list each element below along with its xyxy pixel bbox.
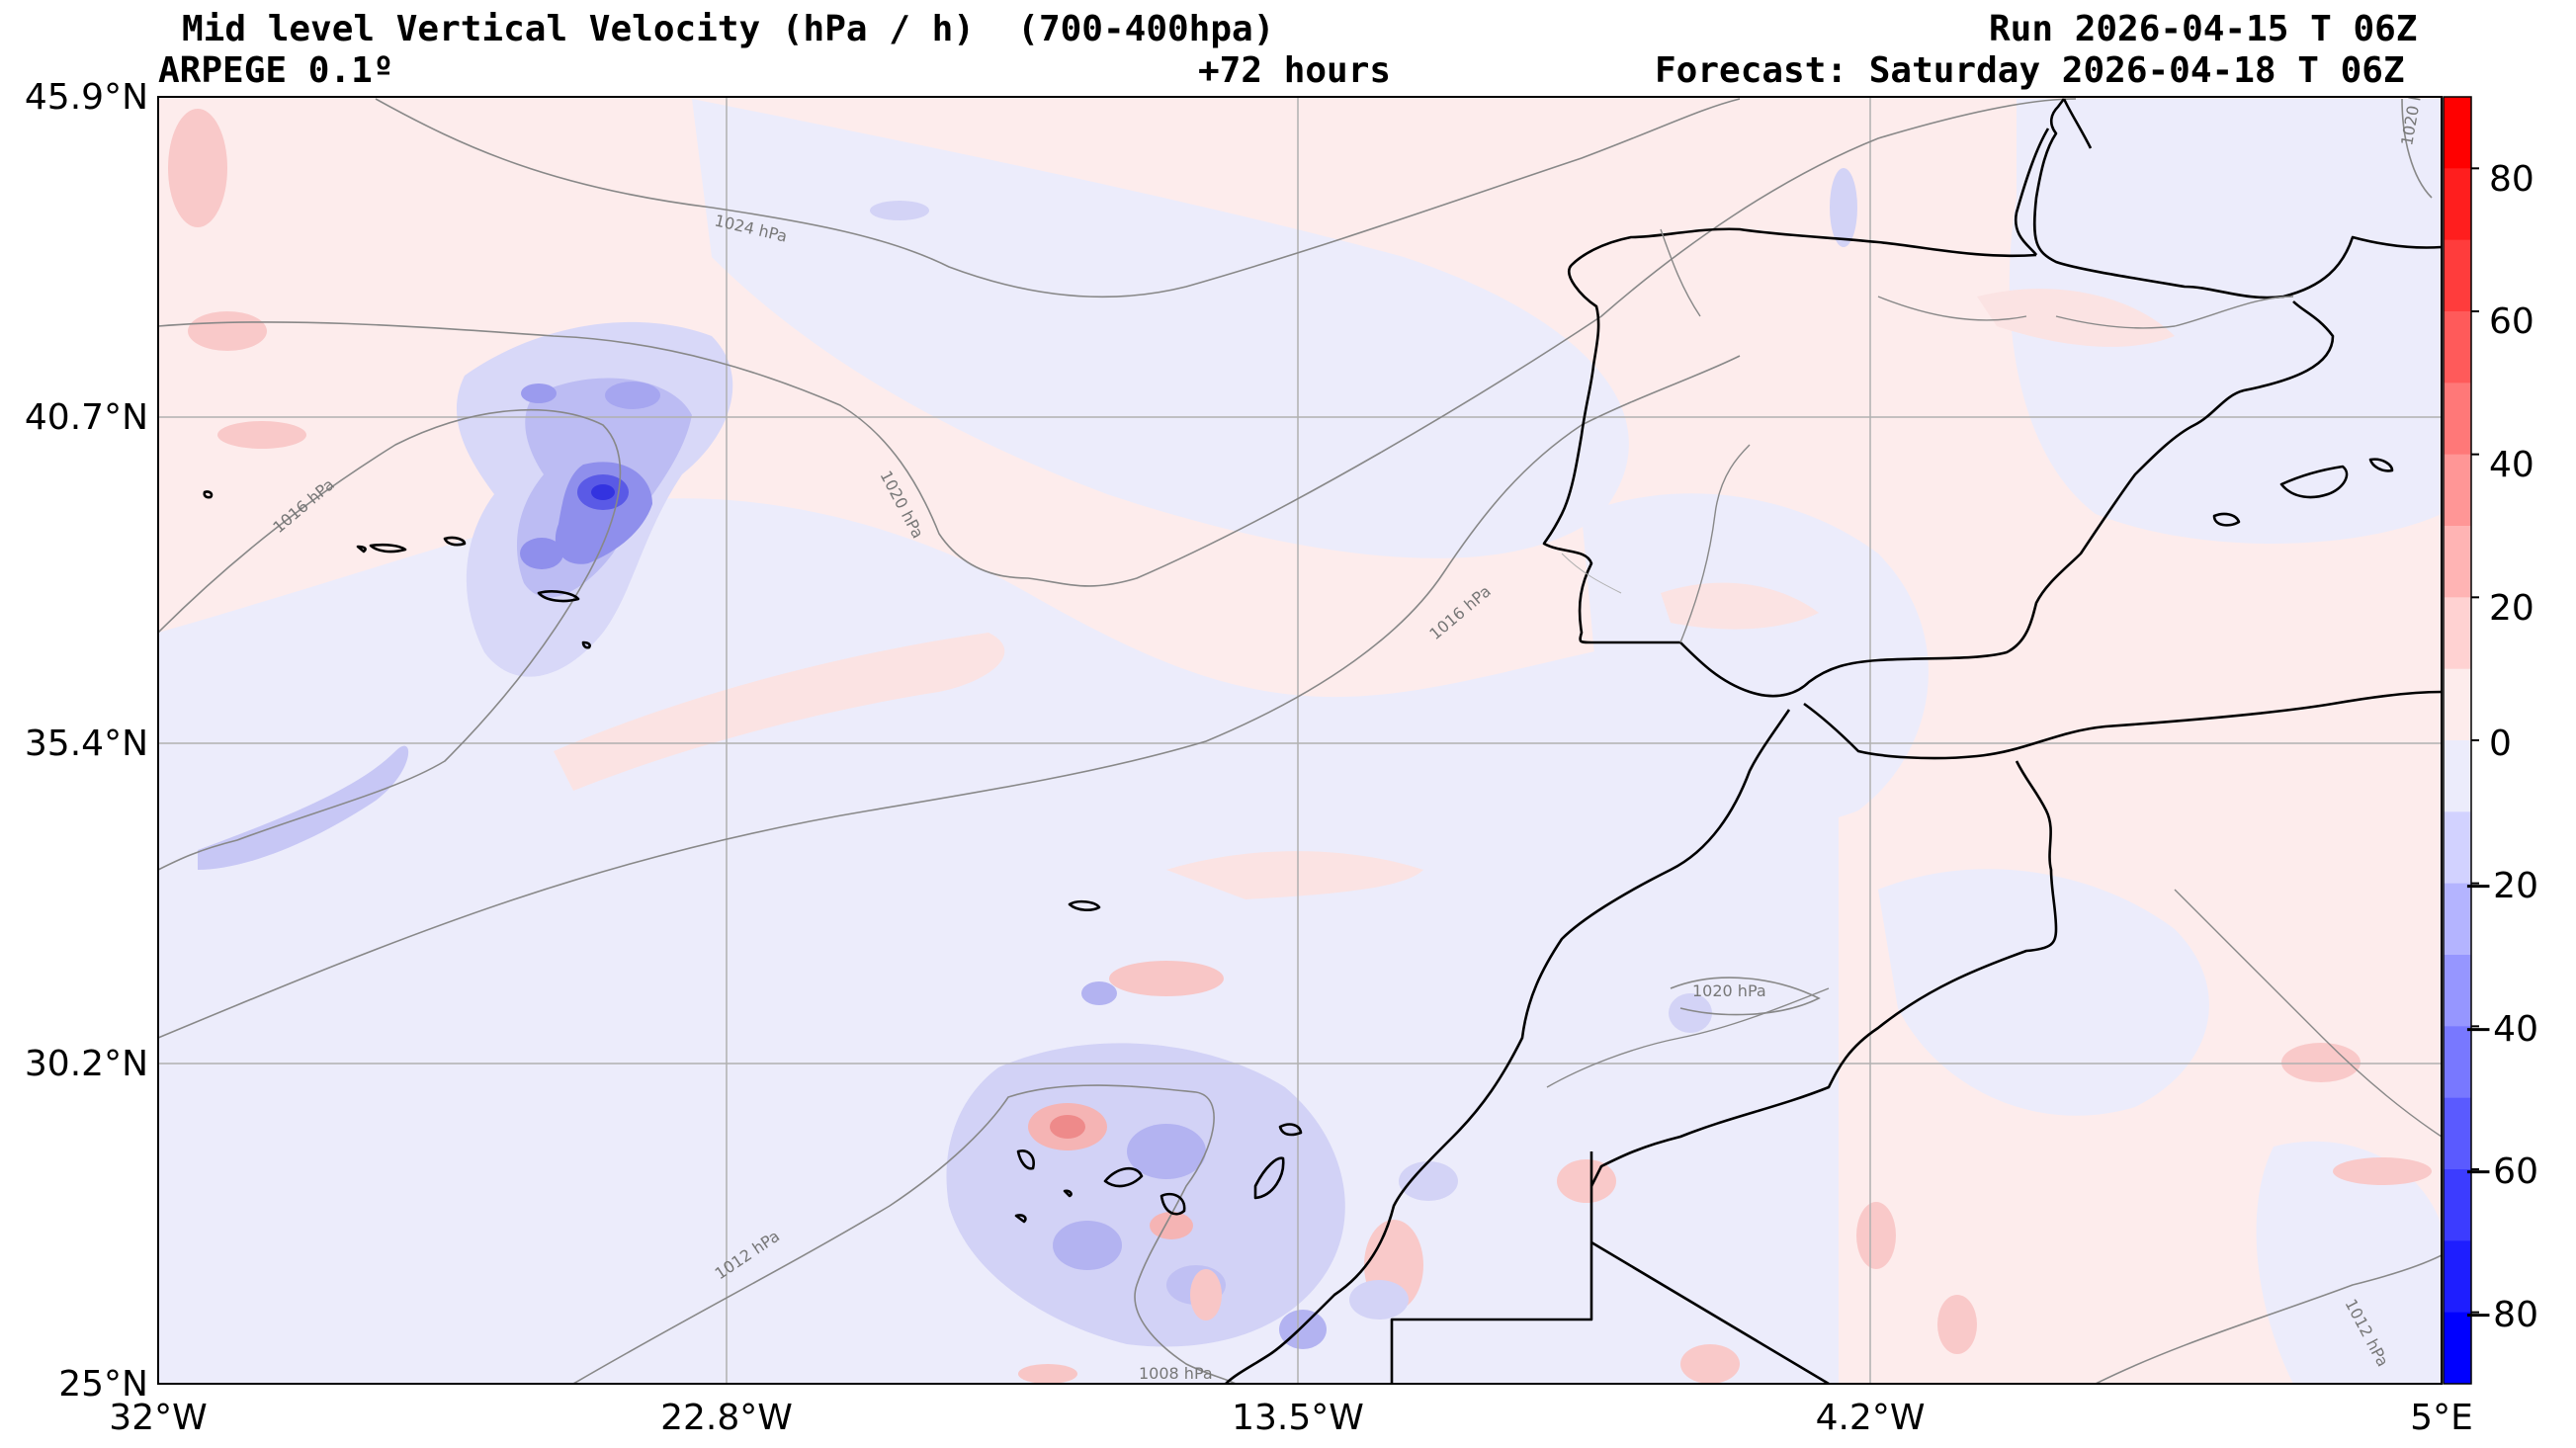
colorbar: [2443, 96, 2479, 1385]
ascent-patches: [870, 168, 1857, 1320]
borders: [1546, 228, 2442, 1138]
minor-contours: [1561, 553, 1622, 594]
colorbar-band: [2444, 97, 2471, 169]
lat-label: 40.7°N: [25, 397, 148, 438]
lon-label: 5°E: [2410, 1398, 2473, 1438]
colorbar-tick-label: 60: [2489, 301, 2534, 342]
lat-label: 30.2°N: [25, 1044, 148, 1084]
forecast-label: Forecast: Saturday 2026-04-18 T 06Z: [1655, 50, 2405, 91]
colorbar-band: [2444, 1240, 2471, 1314]
isobar-label: 1020 hPa: [1692, 981, 1766, 1000]
chart-title: Mid level Vertical Velocity (hPa / h) (7…: [182, 9, 1275, 49]
graticule: [158, 97, 2442, 1384]
latitude-labels: 45.9°N 40.7°N 35.4°N 30.2°N 25°N: [25, 77, 148, 1405]
colorbar-tick-label: 20: [2489, 588, 2534, 629]
weak-descent-streaks: [554, 289, 2175, 899]
isobar-label: 1008 hPa: [1139, 1364, 1213, 1383]
colorbar-band: [2444, 883, 2471, 956]
colorbar-band: [2444, 668, 2471, 741]
velocity-field: 1024 hPa 1020 hPa 1016 hPa 1016 hPa 1012…: [158, 97, 2442, 1384]
map-frame: [157, 96, 2443, 1385]
isobars: [158, 98, 2442, 1384]
colorbar-tick-label: −20: [2463, 866, 2538, 906]
colorbar-band: [2444, 597, 2471, 670]
colorbar-tick-label: −60: [2463, 1151, 2538, 1192]
lon-label: 13.5°W: [1232, 1398, 1364, 1438]
colorbar-tick-label: −80: [2463, 1295, 2538, 1335]
lon-label: 32°W: [109, 1398, 207, 1438]
canary-convection: [946, 961, 1345, 1384]
coastlines: [203, 98, 2442, 1384]
colorbar-band: [2444, 239, 2471, 312]
colorbar-labels: 80 60 40 20 0 −20 −40 −60 −80: [2463, 159, 2538, 1335]
lead-time-label: +72 hours: [1198, 50, 1392, 91]
colorbar-band: [2444, 1097, 2471, 1170]
colorbar-band: [2444, 740, 2471, 812]
colorbar-band: [2444, 168, 2471, 241]
lon-label: 4.2°W: [1816, 1398, 1926, 1438]
lat-label: 35.4°N: [25, 724, 148, 764]
lat-label: 25°N: [58, 1364, 148, 1405]
colorbar-band: [2444, 1169, 2471, 1241]
colorbar-band: [2444, 811, 2471, 885]
longitude-labels: 32°W 22.8°W 13.5°W 4.2°W 5°E: [109, 1398, 2473, 1438]
colorbar-tick-label: 0: [2489, 724, 2512, 764]
colorbar-band: [2444, 311, 2471, 383]
run-label: Run 2026-04-15 T 06Z: [1989, 9, 2418, 49]
colorbar-tick-label: 40: [2489, 445, 2534, 485]
model-label: ARPEGE 0.1º: [158, 50, 394, 91]
colorbar-tick-label: −40: [2463, 1009, 2538, 1050]
colorbar-band: [2444, 454, 2471, 527]
colorbar-band: [2444, 526, 2471, 598]
azores-ascent-cluster: [198, 321, 733, 870]
colorbar-band: [2444, 955, 2471, 1027]
colorbar-band: [2444, 1026, 2471, 1099]
lon-label: 22.8°W: [660, 1398, 793, 1438]
colorbar-band: [2444, 1312, 2471, 1385]
colorbar-tick-label: 80: [2489, 159, 2534, 200]
lat-label: 45.9°N: [25, 77, 148, 118]
colorbar-band: [2444, 383, 2471, 456]
